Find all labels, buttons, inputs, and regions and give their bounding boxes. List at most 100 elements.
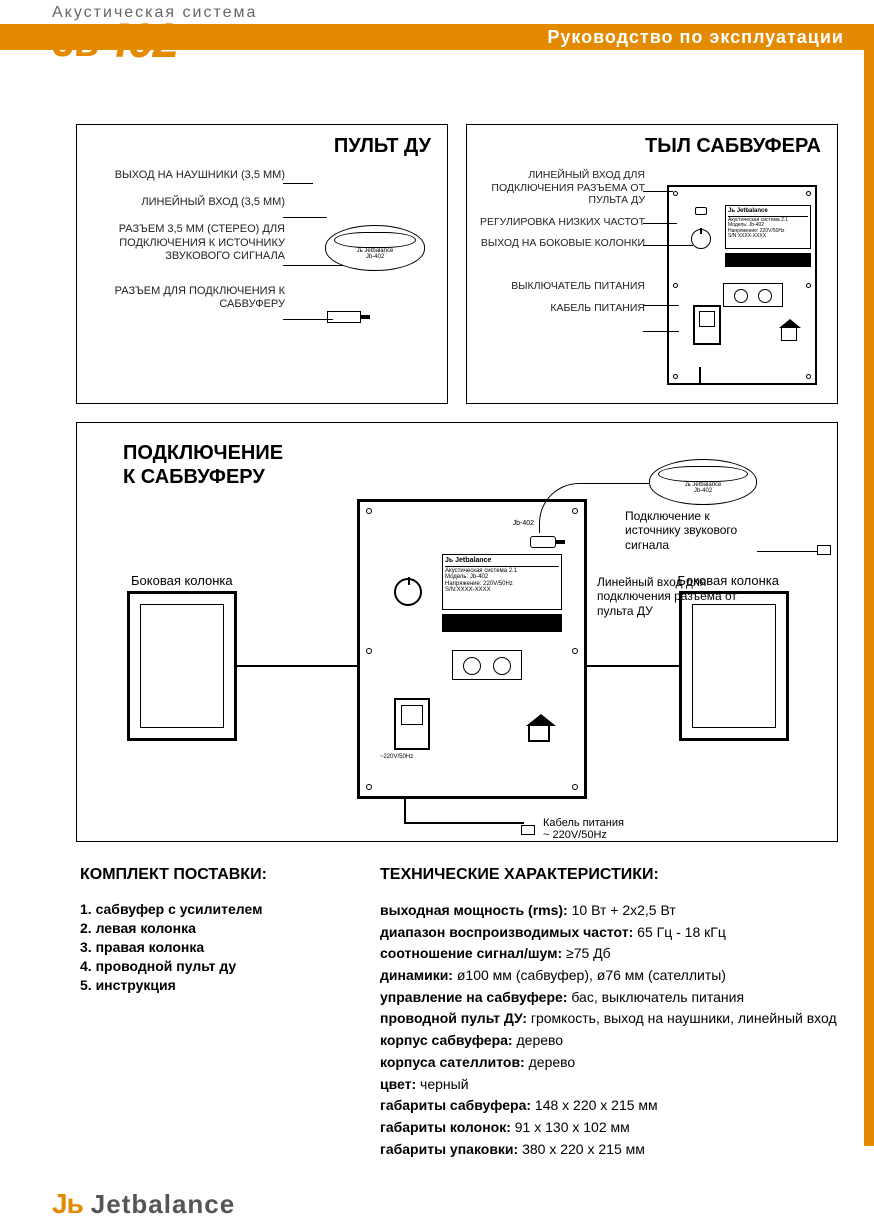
package-section: КОМПЛЕКТ ПОСТАВКИ: 1. сабвуфер с усилите… <box>80 866 340 1160</box>
power-cable-label: Кабель питания ~ 220V/50Hz <box>543 817 624 841</box>
callout: ВЫКЛЮЧАТЕЛЬ ПИТАНИЯ <box>475 280 645 293</box>
footer-logo: Jь Jetbalance <box>52 1188 874 1220</box>
aux-jack-icon <box>695 207 707 215</box>
aux-cable-icon <box>757 551 817 552</box>
power-switch-label: ~220V/50Hz <box>380 754 413 760</box>
spec-key: соотношение сигнал/шум: <box>380 945 562 961</box>
package-list: 1. сабвуфер с усилителем 2. левая колонк… <box>80 900 340 994</box>
bass-knob-icon <box>691 229 711 249</box>
left-speaker-label: Боковая колонка <box>131 573 233 588</box>
spec-row: соотношение сигнал/шум: ≥75 Дб <box>380 943 844 965</box>
spec-key: габариты колонок: <box>380 1119 511 1135</box>
spec-key: проводной пульт ДУ: <box>380 1010 527 1026</box>
spec-row: динамики: ø100 мм (сабвуфер), ø76 мм (са… <box>380 965 844 987</box>
callout: ВЫХОД НА НАУШНИКИ (3,5 ММ) <box>85 169 285 182</box>
spec-value: ≥75 Дб <box>562 945 611 961</box>
sub-callouts: ЛИНЕЙНЫЙ ВХОД ДЛЯ ПОДКЛЮЧЕНИЯ РАЗЪЕМА ОТ… <box>475 169 645 323</box>
model-logo: Jь 402 <box>52 18 177 66</box>
plate-line: Модель: Jb-402 <box>445 574 559 581</box>
spec-key: управление на сабвуфере: <box>380 989 567 1005</box>
spec-key: диапазон воспроизводимых частот: <box>380 924 633 940</box>
plate-line: Напряжение: 220V/50Hz <box>445 581 559 588</box>
note-audio-source: Подключение к источнику звукового сигнал… <box>625 509 765 552</box>
list-item: 2. левая колонка <box>80 919 340 938</box>
house-icon <box>781 327 797 341</box>
spec-value: громкость, выход на наушники, линейный в… <box>527 1010 837 1026</box>
spec-row: диапазон воспроизводимых частот: 65 Гц -… <box>380 922 844 944</box>
package-heading: КОМПЛЕКТ ПОСТАВКИ: <box>80 866 340 884</box>
spec-row: корпус сабвуфера: дерево <box>380 1030 844 1052</box>
spec-value: бас, выключатель питания <box>567 989 744 1005</box>
footer-brand: Jetbalance <box>91 1189 235 1220</box>
diagram-connection: ПОДКЛЮЧЕНИЕ К САБВУФЕРУ Боковая колонка … <box>76 422 838 842</box>
connection-title-l2: К САБВУФЕРУ <box>123 465 283 489</box>
diagram-remote-title: ПУЛЬТ ДУ <box>334 135 431 158</box>
plate-brand: Jь Jetbalance <box>445 557 559 567</box>
left-speaker-icon <box>127 591 237 741</box>
mains-plug-icon <box>521 825 535 835</box>
power-cord-icon <box>404 796 406 824</box>
manual-title: Руководство по эксплуатации <box>547 27 844 48</box>
spec-row: проводной пульт ДУ: громкость, выход на … <box>380 1008 844 1030</box>
spec-row: управление на сабвуфере: бас, выключател… <box>380 987 844 1009</box>
list-item: 5. инструкция <box>80 976 340 995</box>
rca-output-icon <box>723 283 783 307</box>
spec-key: выходная мощность (rms): <box>380 902 568 918</box>
spec-key: габариты упаковки: <box>380 1141 518 1157</box>
spec-value: 148 х 220 х 215 мм <box>531 1097 658 1113</box>
spec-key: динамики: <box>380 967 453 983</box>
power-switch-icon <box>394 698 430 750</box>
spec-row: габариты колонок: 91 х 130 х 102 мм <box>380 1117 844 1139</box>
spec-value: дерево <box>513 1032 563 1048</box>
subwoofer-rear-icon: Jb-402 Jь Jetbalance Акустическая систем… <box>357 499 587 799</box>
logo-model-number: 402 <box>103 18 177 66</box>
rating-plate: Jь Jetbalance Акустическая система 2.1 М… <box>442 554 562 610</box>
specs-section: ТЕХНИЧЕСКИЕ ХАРАКТЕРИСТИКИ: выходная мощ… <box>380 866 844 1160</box>
callout: ВЫХОД НА БОКОВЫЕ КОЛОНКИ <box>475 237 645 250</box>
connection-title-l1: ПОДКЛЮЧЕНИЕ <box>123 441 283 465</box>
wire <box>237 665 357 667</box>
note-line-in: Линейный вход для подключения разъема от… <box>597 575 747 618</box>
specs-heading: ТЕХНИЧЕСКИЕ ХАРАКТЕРИСТИКИ: <box>380 866 844 884</box>
callout: КАБЕЛЬ ПИТАНИЯ <box>475 302 645 315</box>
remote-callouts: ВЫХОД НА НАУШНИКИ (3,5 ММ) ЛИНЕЙНЫЙ ВХОД… <box>85 169 285 325</box>
spec-row: габариты упаковки: 380 х 220 х 215 мм <box>380 1139 844 1161</box>
spec-key: цвет: <box>380 1076 416 1092</box>
plate-line: S/N:XXXX-XXXX <box>445 587 559 594</box>
power-switch-icon <box>693 305 721 345</box>
side-accent-bar <box>864 46 874 1146</box>
puck-model: Jb-402 <box>650 488 756 494</box>
sub-model-text: Jb-402 <box>513 520 534 527</box>
power-cord-icon <box>699 367 701 385</box>
list-item: 4. проводной пульт ду <box>80 957 340 976</box>
house-icon <box>528 724 550 742</box>
sub-panel-icon: Jь Jetbalance Акустическая система 2.1 М… <box>667 185 817 385</box>
spec-value: ø100 мм (сабвуфер), ø76 мм (сателлиты) <box>453 967 726 983</box>
remote-puck-icon: Jь Jetbalance Jb-402 <box>649 459 757 505</box>
spec-row: выходная мощность (rms): 10 Вт + 2х2,5 В… <box>380 900 844 922</box>
spec-value: 91 х 130 х 102 мм <box>511 1119 630 1135</box>
plate-line: S/N:XXXX-XXXX <box>728 234 808 240</box>
wire <box>587 665 681 667</box>
diagram-sub-title: ТЫЛ САБВУФЕРА <box>645 135 821 158</box>
cord-l1: Кабель питания <box>543 817 624 829</box>
caution-strip-icon <box>442 614 562 632</box>
spec-value: черный <box>416 1076 468 1092</box>
input-jack-icon <box>530 536 556 548</box>
callout: РАЗЪЕМ ДЛЯ ПОДКЛЮЧЕНИЯ К САБВУФЕРУ <box>85 285 285 311</box>
diagram-remote: ПУЛЬТ ДУ ВЫХОД НА НАУШНИКИ (3,5 ММ) ЛИНЕ… <box>76 124 448 404</box>
spec-key: корпуса сателлитов: <box>380 1054 525 1070</box>
spec-row: габариты сабвуфера: 148 х 220 х 215 мм <box>380 1095 844 1117</box>
spec-value: 380 х 220 х 215 мм <box>518 1141 645 1157</box>
bass-knob-icon <box>394 578 422 606</box>
spec-key: габариты сабвуфера: <box>380 1097 531 1113</box>
footer-logo-prefix: Jь <box>52 1188 83 1220</box>
plate-line: Акустическая система 2.1 <box>445 568 559 575</box>
spec-key: корпус сабвуфера: <box>380 1032 513 1048</box>
remote-puck-icon: Jь Jetbalance Jb-402 <box>325 225 425 271</box>
callout: РЕГУЛИРОВКА НИЗКИХ ЧАСТОТ <box>475 216 645 229</box>
spec-value: 10 Вт + 2х2,5 Вт <box>568 902 676 918</box>
rating-plate: Jь Jetbalance Акустическая система 2.1 М… <box>725 205 811 249</box>
spec-row: цвет: черный <box>380 1074 844 1096</box>
cord-l2: ~ 220V/50Hz <box>543 829 624 841</box>
